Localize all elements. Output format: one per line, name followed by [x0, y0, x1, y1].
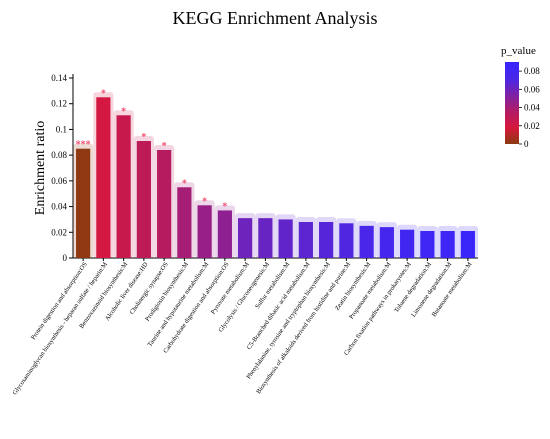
bar — [136, 141, 151, 258]
legend-tick-label: 0.02 — [524, 121, 540, 131]
y-tick-label: 0.12 — [51, 99, 67, 109]
y-tick-label: 0.1 — [56, 124, 67, 134]
legend-title: p_value — [501, 45, 536, 57]
y-axis: 0 0.02 0.04 0.06 0.08 0.1 0.12 0.14 — [51, 73, 74, 263]
significance-star: *** — [76, 140, 91, 151]
y-tick-label: 0.14 — [51, 73, 67, 83]
significance-star: * — [162, 141, 167, 152]
category-label: Biosynthesis of alkaloids derived from h… — [255, 261, 352, 395]
legend-tick-label: 0.04 — [524, 103, 540, 113]
bar — [116, 115, 131, 259]
category-label: Cholinergic synapse:OS — [129, 261, 170, 316]
legend-tick-label: 0 — [524, 139, 529, 149]
bar — [359, 225, 374, 258]
category-label: Butanoate metabolism:M — [431, 261, 474, 318]
bar — [339, 223, 354, 258]
bar — [420, 231, 435, 258]
bar — [319, 222, 334, 258]
bar — [460, 231, 475, 258]
y-tick-label: 0.04 — [51, 202, 67, 212]
y-tick-label: 0 — [63, 253, 68, 263]
category-label: Toluene degradation:M — [393, 261, 433, 314]
bar — [177, 187, 192, 258]
significance-star: * — [101, 88, 106, 99]
bar — [197, 205, 212, 258]
chart-title: KEGG Enrichment Analysis — [173, 8, 378, 28]
category-labels: Protein digestion and absorption:OSGlyco… — [11, 261, 473, 397]
bar — [278, 219, 293, 258]
bars-group — [73, 92, 478, 259]
legend-tick-label: 0.08 — [524, 66, 540, 76]
bar — [400, 229, 415, 258]
legend-ticks: 0 0.02 0.04 0.06 0.08 — [519, 66, 540, 149]
significance-star: * — [121, 106, 126, 117]
significance-markers: ********* * — [76, 88, 228, 212]
category-label: Pyruvate metabolism:M — [210, 261, 251, 316]
bar — [217, 210, 232, 258]
significance-star: * — [222, 201, 227, 212]
bar — [157, 150, 172, 258]
significance-star: * — [202, 196, 207, 207]
bar — [440, 231, 455, 258]
significance-star: * — [141, 132, 146, 143]
category-label: Zeatin biosynthesis:M — [334, 261, 373, 312]
significance-star: * — [182, 178, 187, 189]
legend: p_value 0 0.02 0.04 0.06 0.08 — [501, 45, 540, 149]
bar — [238, 218, 253, 258]
y-tick-label: 0.08 — [51, 150, 67, 160]
legend-color-bar — [505, 62, 519, 144]
bar — [379, 227, 394, 258]
bar — [258, 218, 273, 258]
x-axis — [73, 257, 478, 261]
bar — [76, 148, 91, 258]
y-tick-label: 0.02 — [51, 227, 67, 237]
legend-tick-label: 0.06 — [524, 84, 540, 94]
y-axis-label: Enrichment ratio — [33, 121, 48, 215]
bar — [298, 222, 313, 258]
bar — [96, 97, 111, 259]
y-tick-label: 0.06 — [51, 176, 67, 186]
category-label: Glycosaminoglycan biosynthesis - heparan… — [11, 261, 109, 396]
